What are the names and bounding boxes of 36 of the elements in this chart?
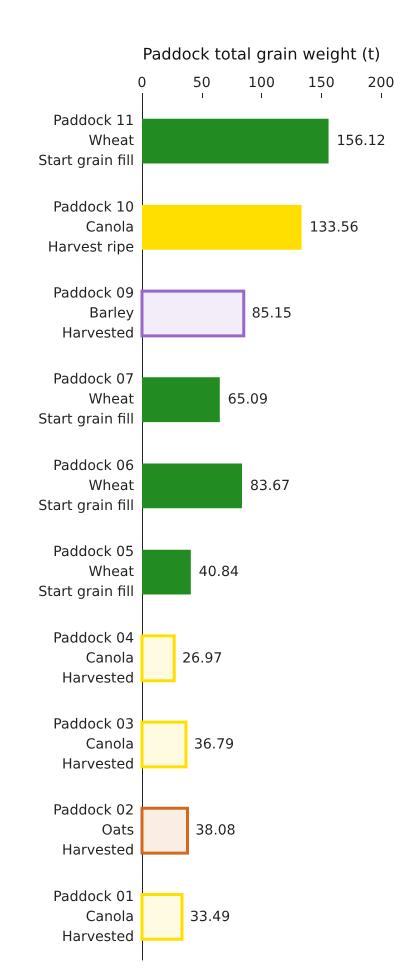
data-label: 40.84 <box>198 564 239 580</box>
data-label: 26.97 <box>182 650 222 666</box>
y-tick-label: Paddock 06 Wheat Start grain fill <box>38 458 134 514</box>
bar <box>142 118 329 164</box>
y-tick-label: Paddock 04 Canola Harvested <box>53 630 134 686</box>
data-label: 156.12 <box>336 133 386 150</box>
y-tick-label: Paddock 10 Canola Harvest ripe <box>48 199 134 256</box>
y-tick-label: Paddock 05 Wheat Start grain fill <box>38 544 134 600</box>
x-axis-title: Paddock total grain weight (t) <box>142 44 380 64</box>
bar <box>140 634 176 682</box>
x-tick-label: 150 <box>308 75 335 91</box>
y-tick-label: Paddock 11 Wheat Start grain fill <box>38 113 134 170</box>
data-label: 83.67 <box>250 478 290 494</box>
data-label: 65.09 <box>228 392 268 408</box>
bar <box>140 720 188 768</box>
bar <box>142 463 242 508</box>
data-label: 38.08 <box>196 822 236 839</box>
bar <box>142 204 302 250</box>
bar <box>140 806 190 855</box>
x-tick-label: 0 <box>138 75 146 91</box>
data-label: 33.49 <box>190 908 230 925</box>
y-tick-label: Paddock 01 Canola Harvested <box>53 888 134 945</box>
bar <box>140 892 184 941</box>
data-label: 85.15 <box>252 306 292 322</box>
y-tick-label: Paddock 03 Canola Harvested <box>53 716 134 772</box>
y-tick-label: Paddock 09 Barley Harvested <box>53 286 134 342</box>
x-tick-label: 200 <box>368 75 394 91</box>
x-tick-label: 50 <box>192 75 211 91</box>
data-label: 36.79 <box>194 736 234 752</box>
y-tick-label: Paddock 02 Oats Harvested <box>53 802 134 859</box>
bar <box>140 290 246 338</box>
bar <box>142 377 220 422</box>
data-label: 133.56 <box>310 219 359 236</box>
y-tick-label: Paddock 07 Wheat Start grain fill <box>38 372 134 428</box>
bar <box>142 550 191 595</box>
x-tick-label: 100 <box>248 75 275 91</box>
